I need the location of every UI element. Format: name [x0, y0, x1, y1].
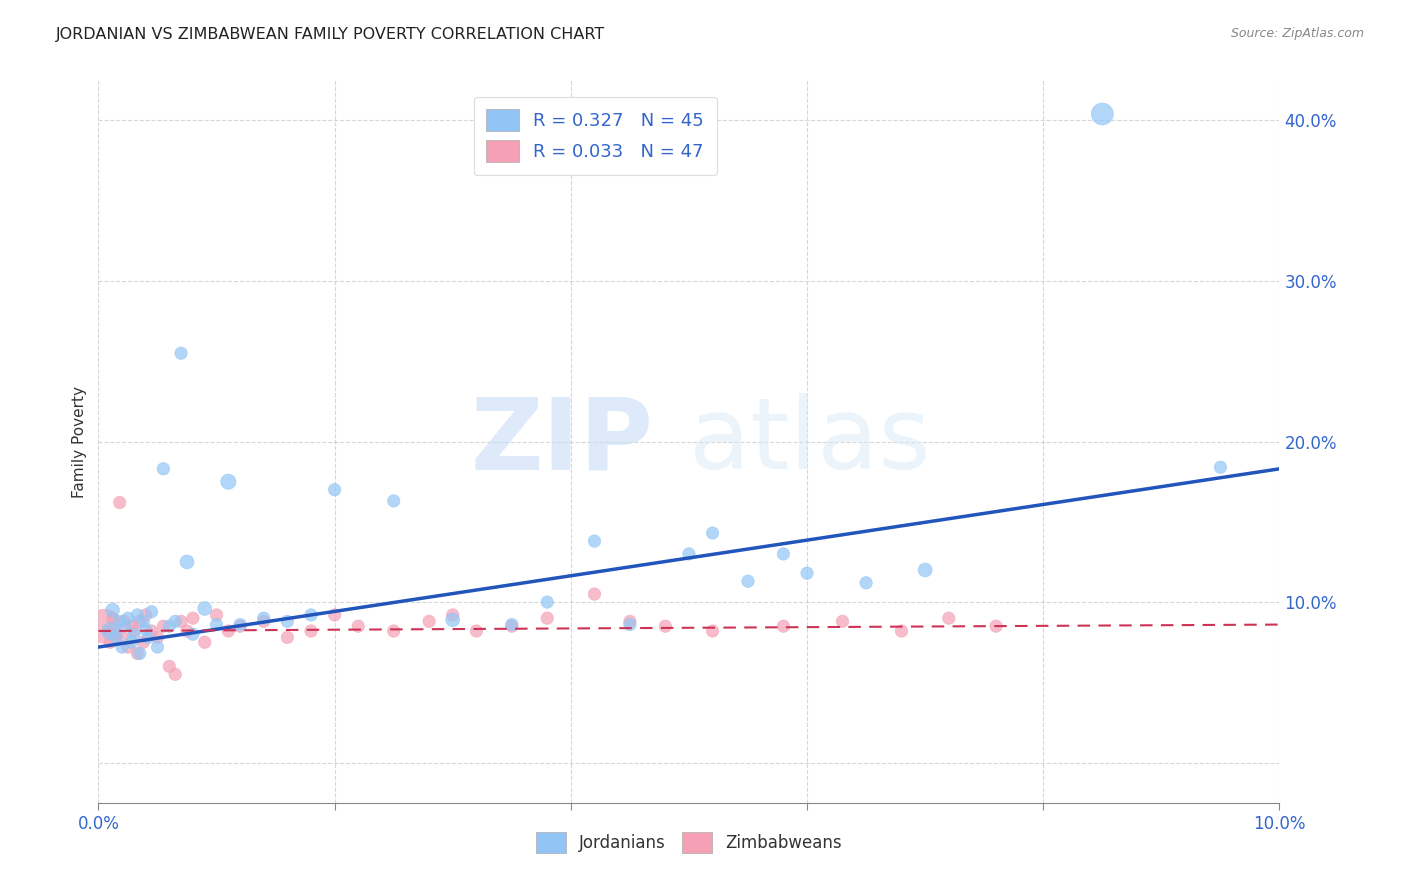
Point	[253, 611, 276, 625]
Point	[465, 624, 488, 638]
Point	[299, 624, 322, 638]
Point	[347, 619, 370, 633]
Point	[108, 615, 131, 629]
Point	[501, 617, 523, 632]
Point	[122, 627, 145, 641]
Legend: Jordanians, Zimbabweans: Jordanians, Zimbabweans	[529, 826, 849, 860]
Point	[772, 619, 794, 633]
Point	[105, 631, 128, 645]
Point	[1091, 107, 1114, 121]
Point	[276, 615, 298, 629]
Point	[205, 617, 228, 632]
Point	[194, 601, 217, 615]
Point	[583, 587, 606, 601]
Point	[157, 619, 180, 633]
Point	[536, 595, 558, 609]
Point	[117, 611, 139, 625]
Point	[737, 574, 759, 589]
Point	[97, 624, 120, 638]
Point	[299, 607, 322, 622]
Point	[135, 623, 157, 637]
Point	[181, 627, 204, 641]
Point	[152, 619, 174, 633]
Point	[536, 611, 558, 625]
Point	[938, 611, 960, 625]
Point	[127, 647, 149, 661]
Point	[105, 627, 128, 641]
Point	[176, 555, 198, 569]
Point	[146, 631, 169, 645]
Point	[194, 635, 217, 649]
Point	[98, 624, 121, 638]
Point	[276, 631, 298, 645]
Point	[111, 631, 134, 645]
Point	[619, 617, 641, 632]
Point	[205, 607, 228, 622]
Point	[117, 640, 139, 654]
Point	[382, 494, 405, 508]
Point	[121, 635, 143, 649]
Point	[501, 619, 523, 633]
Point	[122, 624, 145, 638]
Y-axis label: Family Poverty: Family Poverty	[72, 385, 87, 498]
Point	[93, 619, 115, 633]
Point	[796, 566, 818, 581]
Point	[132, 635, 155, 649]
Point	[108, 495, 131, 509]
Point	[441, 607, 464, 622]
Point	[141, 624, 163, 638]
Point	[418, 615, 440, 629]
Text: Source: ZipAtlas.com: Source: ZipAtlas.com	[1230, 27, 1364, 40]
Point	[702, 526, 724, 541]
Point	[890, 624, 912, 638]
Text: ZIP: ZIP	[471, 393, 654, 490]
Point	[382, 624, 405, 638]
Point	[217, 475, 239, 489]
Point	[101, 603, 124, 617]
Point	[176, 624, 198, 638]
Point	[165, 667, 187, 681]
Text: atlas: atlas	[689, 393, 931, 490]
Point	[165, 615, 187, 629]
Point	[702, 624, 724, 638]
Point	[217, 624, 239, 638]
Point	[772, 547, 794, 561]
Point	[121, 619, 143, 633]
Point	[253, 615, 276, 629]
Point	[914, 563, 936, 577]
Point	[135, 607, 157, 622]
Point	[111, 640, 134, 654]
Point	[146, 640, 169, 654]
Point	[678, 547, 700, 561]
Point	[141, 605, 163, 619]
Point	[112, 619, 135, 633]
Point	[170, 615, 193, 629]
Point	[170, 346, 193, 360]
Point	[98, 635, 121, 649]
Point	[229, 617, 252, 632]
Point	[831, 615, 853, 629]
Point	[127, 607, 149, 622]
Point	[132, 615, 155, 629]
Point	[441, 613, 464, 627]
Text: JORDANIAN VS ZIMBABWEAN FAMILY POVERTY CORRELATION CHART: JORDANIAN VS ZIMBABWEAN FAMILY POVERTY C…	[56, 27, 606, 42]
Point	[128, 615, 150, 629]
Point	[101, 611, 124, 625]
Point	[583, 534, 606, 549]
Point	[323, 483, 346, 497]
Point	[1209, 460, 1232, 475]
Point	[229, 619, 252, 633]
Point	[128, 647, 150, 661]
Point	[112, 615, 135, 629]
Point	[984, 619, 1007, 633]
Point	[181, 611, 204, 625]
Point	[654, 619, 676, 633]
Point	[323, 607, 346, 622]
Point	[619, 615, 641, 629]
Point	[855, 575, 877, 590]
Point	[152, 462, 174, 476]
Point	[136, 631, 159, 645]
Point	[157, 659, 180, 673]
